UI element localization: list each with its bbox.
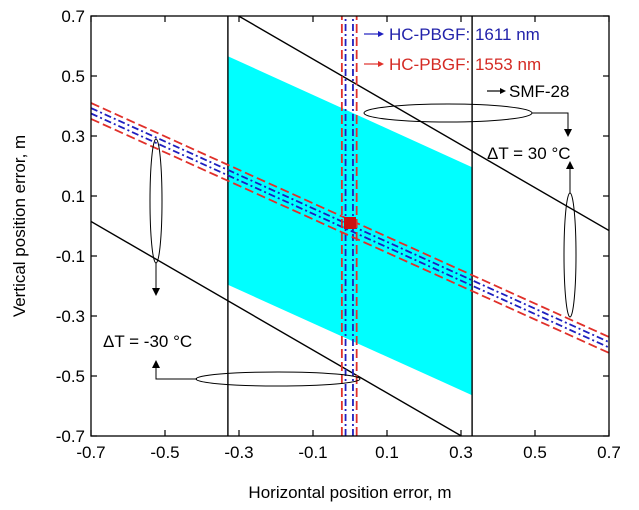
axis-ticks: -0.7 -0.5 -0.3 -0.1 0.1 0.3 0.5 0.7 0.7 0.5 0.3 0.1… [56,7,621,462]
legend-arrowhead-1611 [378,31,384,37]
y-tick-label: -0.7 [56,427,85,446]
x-tick-label: -0.5 [150,443,179,462]
y-axis-title: Vertical position error, m [10,135,29,317]
annotation-dt-negative: ΔT = -30 °C [103,138,361,387]
series-hc-pbgf-1611-nm-line-4 [91,112,609,349]
legend-arrowhead-1553 [378,61,384,67]
annotation-label-negative: ΔT = -30 °C [103,332,192,351]
annotation-arrowhead-right-up [566,161,574,169]
y-tick-label: -0.3 [56,307,85,326]
legend-item-smf28: SMF-28 [487,82,569,101]
center-marker [344,217,356,229]
y-tick-label: -0.1 [56,247,85,266]
annotation-connector-top [532,112,569,130]
series-smf-28-line-4 [91,220,463,436]
x-tick-label: 0.7 [597,443,621,462]
annotation-ellipse-right [563,192,577,318]
annotation-dt-positive: ΔT = 30 °C [363,103,577,318]
annotation-label-positive: ΔT = 30 °C [487,144,571,163]
x-tick-label: -0.3 [224,443,253,462]
annotation-connector-bottom [155,368,197,380]
legend-item-1553: HC-PBGF: 1553 nm [364,55,541,74]
legend: HC-PBGF: 1611 nm HC-PBGF: 1553 nm SMF-28 [364,25,569,101]
series-smf-28-line-3 [237,16,609,232]
x-tick-label: -0.1 [298,443,327,462]
series-hc-pbgf-1611-nm-line-3 [91,107,609,343]
annotation-arrowhead-left-down [152,288,160,296]
x-tick-label: 0.3 [449,443,473,462]
legend-label-1553: HC-PBGF: 1553 nm [389,55,541,74]
legend-item-1611: HC-PBGF: 1611 nm [364,25,540,44]
legend-label-1611: HC-PBGF: 1611 nm [389,25,540,44]
legend-arrowhead-smf28 [500,88,506,94]
plot-area [91,16,609,436]
annotation-arrowhead-bottom-up [152,360,160,368]
y-tick-label: -0.5 [56,367,85,386]
x-tick-label: 0.5 [523,443,547,462]
legend-label-smf28: SMF-28 [509,82,569,101]
y-tick-label: 0.1 [61,187,85,206]
x-tick-label: 0.1 [375,443,399,462]
y-tick-label: 0.7 [61,7,85,26]
series-hc-pbgf-1553-nm-line-4 [91,118,609,354]
annotation-arrowhead-top [564,129,572,137]
x-tick-label: -0.7 [76,443,105,462]
x-axis-title: Horizontal position error, m [248,483,451,502]
y-tick-label: 0.3 [61,127,85,146]
series-hc-pbgf-1553-nm-line-3 [91,102,609,338]
y-tick-label: 0.5 [61,67,85,86]
plot-frame [90,15,610,437]
annotation-ellipse-bottom [195,371,361,387]
